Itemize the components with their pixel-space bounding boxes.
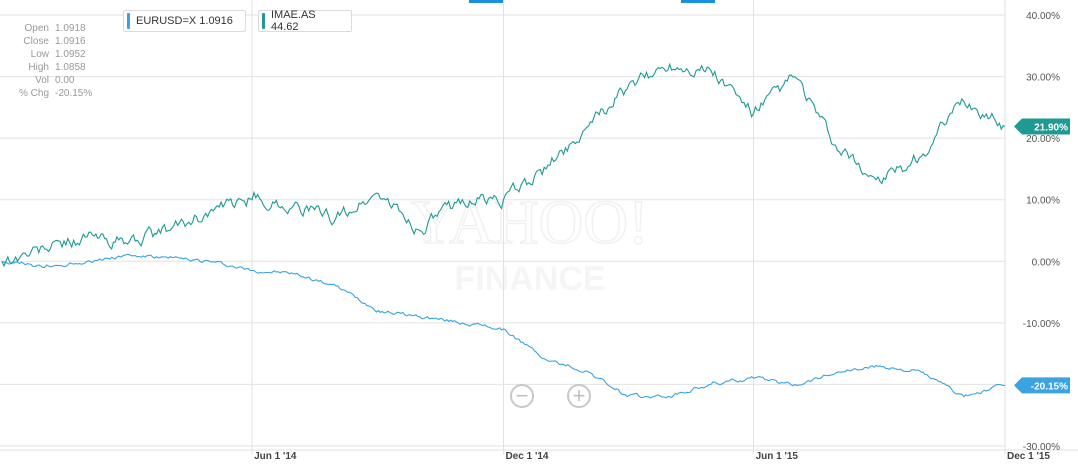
series-lines (1, 62, 1006, 399)
series-end-labels: -20.15% 21.90% (1014, 118, 1070, 394)
end-label-eurusd-x: -20.15% (1014, 377, 1070, 394)
legend-label-imae: IMAE.AS 44.62 (271, 9, 316, 33)
series-line-imae-as (1, 62, 1006, 268)
ohlc-row-high: High 1.0858 (28, 62, 86, 73)
zoom-out-button[interactable]: − (510, 384, 534, 408)
x-tick-label: Jun 1 '15 (756, 451, 799, 462)
top-tab-indicator-right[interactable] (681, 0, 715, 3)
watermark-line1: YAHOO! (411, 189, 649, 257)
legend-item-eurusd[interactable]: EURUSD=X 1.0916 (123, 10, 246, 32)
y-tick-label: 20.00% (1026, 134, 1060, 145)
zoom-in-button[interactable]: + (567, 384, 591, 408)
legend-swatch-eurusd (127, 13, 130, 29)
end-label-text: -20.15% (1031, 381, 1068, 392)
series-line-eurusd-x (1, 253, 1006, 399)
end-label-text: 21.90% (1034, 122, 1068, 133)
y-tick-label: 0.00% (1032, 257, 1060, 268)
y-tick-label: -10.00% (1023, 319, 1060, 330)
ohlc-row-pct-chg: % Chg -20.15% (18, 88, 93, 99)
top-tab-indicator-left[interactable] (469, 0, 503, 3)
y-tick-label: -30.00% (1023, 442, 1060, 453)
end-label-tag (1014, 377, 1070, 394)
x-axis-tick-labels: Jun 1 '14 Dec 1 '14 Jun 1 '15 Dec 1 '15 (254, 451, 1050, 462)
y-tick-label: 40.00% (1026, 11, 1060, 22)
x-tick-label: Dec 1 '14 (506, 451, 549, 462)
ohlc-row-low: Low 1.0952 (30, 49, 86, 60)
watermark-line2: FINANCE (454, 260, 605, 298)
end-label-imae-as: 21.90% (1014, 118, 1070, 135)
ohlc-row-vol: Vol 0.00 (35, 75, 75, 86)
y-tick-label: 10.00% (1026, 196, 1060, 207)
ohlc-row-open: Open 1.0918 (24, 23, 86, 34)
end-label-tag (1014, 118, 1070, 135)
x-tick-label: Dec 1 '15 (1007, 451, 1050, 462)
yahoo-finance-watermark: YAHOO! FINANCE (410, 188, 649, 298)
ohlc-row-close: Close 1.0916 (23, 36, 86, 47)
legend-swatch-imae (262, 13, 265, 29)
x-tick-label: Jun 1 '14 (254, 451, 297, 462)
legend-label-eurusd: EURUSD=X 1.0916 (136, 15, 233, 27)
y-tick-label: 30.00% (1026, 73, 1060, 84)
legend-item-imae[interactable]: IMAE.AS 44.62 (258, 9, 352, 33)
ohlc-panel: Open 1.0918 Close 1.0916 Low 1.0952 High 1.0… (8, 22, 92, 100)
